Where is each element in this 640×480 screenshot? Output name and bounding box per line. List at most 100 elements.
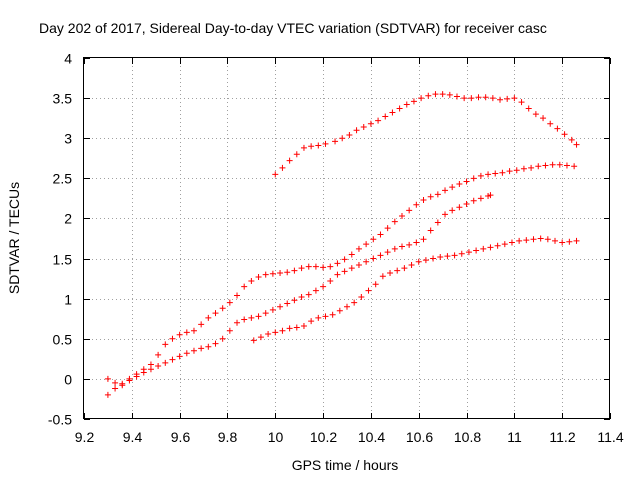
- data-point: [468, 95, 475, 102]
- data-point: [430, 255, 437, 262]
- data-point: [394, 267, 401, 274]
- y-tick-label: 2: [64, 211, 72, 227]
- data-point: [353, 127, 360, 134]
- data-point: [262, 271, 269, 278]
- data-point: [291, 267, 298, 274]
- data-point: [475, 94, 482, 101]
- data-point: [169, 335, 176, 342]
- series-arc-2: [104, 161, 578, 398]
- data-point: [504, 95, 511, 102]
- data-point: [465, 249, 472, 256]
- data-point: [277, 303, 284, 310]
- data-point: [262, 310, 269, 317]
- data-point: [506, 168, 513, 175]
- data-point: [406, 207, 413, 214]
- data-point: [458, 250, 465, 257]
- data-point: [449, 207, 456, 214]
- data-point: [241, 316, 248, 323]
- data-point: [549, 161, 556, 168]
- data-point: [162, 341, 169, 348]
- data-point: [284, 300, 291, 307]
- data-point: [332, 138, 339, 145]
- data-point: [408, 261, 415, 268]
- data-point: [255, 313, 262, 320]
- data-point: [559, 239, 566, 246]
- data-point: [384, 225, 391, 232]
- data-point: [508, 239, 515, 246]
- data-point: [190, 347, 197, 354]
- data-point: [403, 101, 410, 108]
- data-point: [355, 245, 362, 252]
- data-points: [104, 91, 580, 398]
- data-point: [272, 329, 279, 336]
- data-point: [126, 377, 133, 384]
- y-tick-label: 3.5: [53, 91, 73, 107]
- data-point: [427, 227, 434, 234]
- data-point: [449, 184, 456, 191]
- data-point: [413, 239, 420, 246]
- data-point: [336, 307, 343, 314]
- axis-ticks: [84, 58, 611, 420]
- data-point: [446, 91, 453, 98]
- data-point: [286, 325, 293, 332]
- data-point: [219, 305, 226, 312]
- data-point: [370, 236, 377, 243]
- data-point: [234, 292, 241, 299]
- data-point: [205, 343, 212, 350]
- data-point: [348, 251, 355, 258]
- data-point: [523, 237, 530, 244]
- data-point: [344, 303, 350, 310]
- x-axis-label: GPS time / hours: [292, 457, 399, 473]
- data-point: [437, 253, 444, 260]
- data-point: [552, 237, 559, 244]
- data-point: [470, 197, 477, 204]
- data-point: [451, 252, 458, 259]
- data-point: [176, 331, 183, 338]
- data-point: [169, 356, 176, 363]
- data-point: [205, 314, 212, 321]
- data-point: [573, 237, 580, 244]
- data-point: [155, 363, 162, 370]
- data-point: [360, 123, 367, 130]
- data-point: [155, 351, 162, 358]
- grid: [84, 58, 610, 419]
- data-point: [198, 345, 205, 352]
- data-point: [104, 391, 111, 398]
- data-point: [298, 294, 305, 301]
- x-tick-label: 10.8: [454, 429, 481, 445]
- y-axis-label: SDTVAR / TECUs: [6, 182, 22, 294]
- data-point: [334, 271, 341, 278]
- data-point: [568, 136, 575, 143]
- x-tick-label: 11.4: [597, 429, 623, 445]
- data-point: [442, 187, 449, 194]
- data-point: [398, 213, 405, 220]
- data-point: [382, 113, 389, 120]
- y-tick-label: -0.5: [48, 412, 72, 428]
- data-point: [322, 140, 329, 147]
- data-point: [198, 321, 205, 328]
- data-point: [420, 236, 427, 243]
- data-point: [537, 235, 544, 242]
- data-point: [339, 135, 346, 142]
- data-point: [315, 314, 322, 321]
- data-point: [525, 105, 532, 112]
- data-point: [391, 245, 398, 252]
- y-tick-label: 0.5: [53, 332, 73, 348]
- data-point: [547, 120, 554, 127]
- data-point: [566, 238, 573, 245]
- data-point: [571, 163, 578, 170]
- data-point: [544, 236, 551, 243]
- data-point: [320, 264, 327, 271]
- series-arc-1: [272, 91, 580, 178]
- data-point: [334, 260, 341, 267]
- data-point: [308, 318, 315, 325]
- data-point: [477, 195, 484, 202]
- x-tick-label: 10.4: [358, 429, 385, 445]
- data-point: [573, 141, 580, 148]
- data-point: [305, 291, 312, 298]
- data-point: [434, 219, 441, 226]
- x-tick-label: 10: [268, 429, 284, 445]
- data-point: [322, 313, 329, 320]
- y-tick-label: 2.5: [53, 171, 73, 187]
- data-point: [248, 278, 255, 285]
